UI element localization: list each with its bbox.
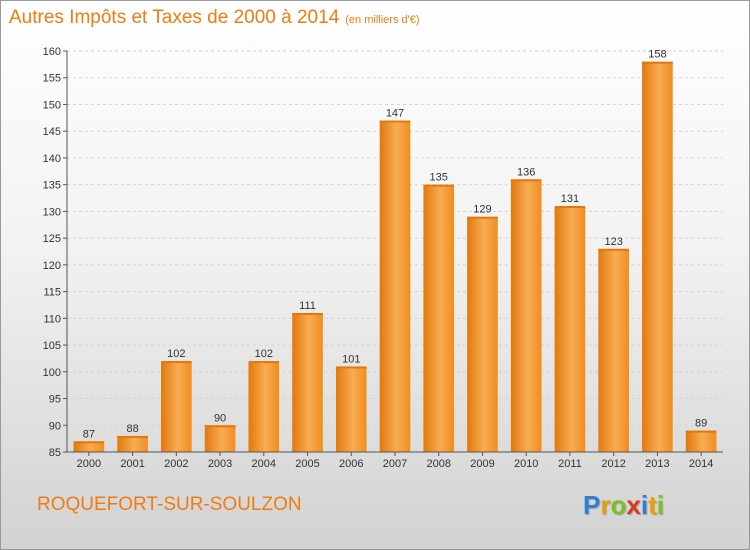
- logo-letter: r: [600, 490, 611, 520]
- data-label: 147: [386, 108, 404, 120]
- y-tick-label: 110: [43, 313, 61, 325]
- data-label: 136: [517, 166, 535, 178]
- data-label: 88: [126, 423, 138, 435]
- bar: [204, 425, 236, 452]
- bar: [248, 361, 280, 452]
- x-tick-label: 2012: [601, 458, 625, 470]
- bar-top-edge: [204, 425, 236, 428]
- bar-top-edge: [685, 430, 717, 433]
- y-tick-label: 95: [49, 394, 61, 406]
- bar-top-edge: [423, 184, 455, 187]
- bar-top-edge: [292, 312, 323, 315]
- x-tick-label: 2000: [77, 458, 101, 470]
- data-label: 158: [648, 49, 666, 61]
- y-tick-label: 130: [43, 206, 61, 218]
- bar: [510, 179, 542, 452]
- y-tick-label: 120: [43, 260, 61, 272]
- logo-letter: i: [640, 490, 649, 520]
- y-tick-label: 100: [43, 367, 61, 379]
- y-tick-label: 125: [43, 233, 61, 245]
- y-tick-label: 150: [43, 99, 61, 111]
- bar: [117, 435, 148, 452]
- x-tick-label: 2013: [645, 458, 669, 470]
- bar: [161, 361, 192, 452]
- bar-top-edge: [598, 248, 629, 251]
- logo-letter: t: [648, 490, 657, 520]
- data-label: 87: [83, 428, 95, 440]
- data-label: 123: [604, 236, 622, 248]
- bar: [642, 61, 673, 453]
- x-tick-label: 2014: [689, 458, 713, 470]
- bar: [73, 441, 105, 452]
- logo-letter: i: [656, 490, 664, 520]
- x-tick-label: 2004: [252, 458, 276, 470]
- y-tick-label: 160: [43, 46, 61, 58]
- data-label: 89: [695, 418, 707, 430]
- y-tick-label: 145: [43, 126, 61, 138]
- logo-letter: P: [583, 490, 601, 520]
- logo-letter: o: [610, 490, 627, 520]
- data-label: 102: [255, 348, 273, 360]
- y-tick-label: 135: [43, 180, 61, 192]
- bar: [685, 430, 717, 452]
- x-tick-label: 2003: [208, 458, 232, 470]
- x-tick-label: 2005: [295, 458, 319, 470]
- bar-top-edge: [248, 361, 280, 364]
- data-label: 102: [167, 348, 185, 360]
- x-tick-label: 2010: [514, 458, 538, 470]
- bar: [598, 248, 629, 452]
- y-tick-label: 140: [43, 153, 61, 165]
- bar: [292, 312, 323, 452]
- chart-subtitle: (en milliers d'€): [345, 14, 420, 26]
- x-tick-label: 2007: [383, 458, 407, 470]
- x-tick-label: 2009: [470, 458, 494, 470]
- logo-letter: x: [626, 490, 641, 520]
- chart-title-text: Autres Impôts et Taxes de 2000 à 2014: [9, 7, 340, 28]
- bar-top-edge: [554, 206, 586, 209]
- data-label: 101: [342, 353, 360, 365]
- data-label: 135: [430, 172, 448, 184]
- y-tick-label: 90: [49, 420, 61, 432]
- location-name: ROQUEFORT-SUR-SOULZON: [37, 494, 302, 515]
- bar-top-edge: [335, 366, 367, 369]
- data-label: 111: [299, 300, 316, 312]
- bars: [73, 61, 717, 453]
- bar: [467, 216, 498, 452]
- bar-top-edge: [73, 441, 105, 444]
- data-label: 131: [561, 193, 579, 205]
- bar-top-edge: [642, 61, 673, 64]
- x-tick-label: 2006: [339, 458, 363, 470]
- data-label: 90: [214, 412, 226, 424]
- data-label: 129: [473, 204, 491, 216]
- bar-top-edge: [467, 216, 498, 219]
- chart-title: Autres Impôts et Taxes de 2000 à 2014 (en…: [9, 7, 420, 29]
- bar: [379, 120, 411, 453]
- bar-top-edge: [510, 179, 542, 182]
- x-tick-label: 2001: [120, 458, 144, 470]
- y-tick-label: 105: [43, 340, 61, 352]
- bar: [335, 366, 367, 452]
- proxiti-logo: Proxiti: [583, 490, 664, 521]
- bar: [423, 184, 455, 452]
- bar-top-edge: [117, 435, 148, 438]
- x-tick-label: 2011: [558, 458, 582, 470]
- y-tick-label: 115: [43, 287, 61, 299]
- axes: 85 90 95 100 105 110 115 120 125 130 135 140 145 150 1…: [43, 46, 723, 470]
- x-tick-label: 2002: [164, 458, 188, 470]
- y-tick-label: 85: [49, 447, 61, 459]
- data-labels: 87 88 102 90 102 111 101 147 135 129 136 131 123 158 8…: [83, 49, 708, 441]
- x-tick-label: 2008: [426, 458, 450, 470]
- bar: [554, 206, 586, 452]
- y-tick-label: 155: [43, 73, 61, 85]
- bar-top-edge: [379, 120, 411, 123]
- bar-top-edge: [161, 361, 192, 364]
